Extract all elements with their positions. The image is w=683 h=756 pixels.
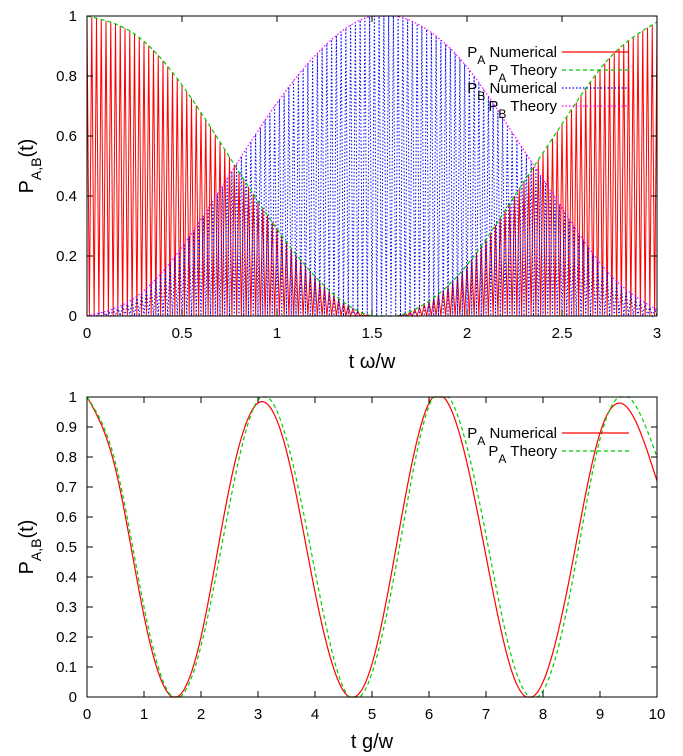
p-a-theory-line [86, 15, 658, 317]
top-tick-group: 0 0.5 1 1.5 2 2.5 3 0 0.2 0.4 0.6 0.8 1 [56, 8, 661, 342]
y-tick-label: 0.6 [56, 509, 77, 526]
legend-p-b-theory-label: PB Theory [488, 98, 557, 121]
y-tick-label: 0 [69, 689, 77, 706]
p-a-theory-line [86, 396, 658, 698]
y-tick-label: 0.9 [56, 419, 77, 436]
p-b-numerical-line [86, 15, 658, 318]
x-tick-label: 0 [83, 706, 91, 723]
p-a-numerical-line [86, 396, 658, 698]
y-tick-label: 0.4 [56, 188, 77, 205]
x-tick-label: 2 [463, 325, 471, 342]
top-chart: 0 0.5 1 1.5 2 2.5 3 0 0.2 0.4 0.6 0.8 1 PA Numerical… [16, 8, 661, 373]
x-tick-label: 1.5 [362, 325, 383, 342]
x-tick-label: 2.5 [552, 325, 573, 342]
x-tick-label: 8 [539, 706, 547, 723]
top-plot-curves [86, 15, 658, 318]
bottom-x-axis-label: t g/w [351, 731, 394, 753]
y-tick-label: 1 [69, 8, 77, 25]
y-tick-label: 0.7 [56, 479, 77, 496]
x-tick-label: 4 [311, 706, 319, 723]
x-tick-label: 10 [649, 706, 666, 723]
bottom-chart: 0 1 2 3 4 5 6 7 8 9 10 0 0.1 0.2 0.3 0.4 0.5 0.6 0.7 0.8 0.9… [16, 389, 665, 753]
y-tick-label: 0.4 [56, 569, 77, 586]
x-tick-label: 1 [273, 325, 281, 342]
x-tick-label: 5 [368, 706, 376, 723]
top-x-axis-label: t ω/w [349, 351, 396, 373]
x-tick-label: 7 [482, 706, 490, 723]
y-tick-label: 1 [69, 389, 77, 406]
x-tick-label: 6 [425, 706, 433, 723]
x-tick-label: 1 [140, 706, 148, 723]
y-tick-label: 0.5 [56, 539, 77, 556]
x-tick-label: 3 [653, 325, 661, 342]
top-y-axis-label: PA,B(t) [16, 139, 44, 194]
y-tick-label: 0.2 [56, 248, 77, 265]
y-tick-label: 0 [69, 308, 77, 325]
bottom-tick-group: 0 1 2 3 4 5 6 7 8 9 10 0 0.1 0.2 0.3 0.4 0.5 0.6 0.7 0.8 0.9… [56, 389, 665, 723]
x-tick-label: 0.5 [172, 325, 193, 342]
bottom-plot-curves [86, 396, 658, 698]
y-tick-label: 0.1 [56, 659, 77, 676]
y-tick-label: 0.8 [56, 449, 77, 466]
x-tick-label: 0 [83, 325, 91, 342]
y-tick-label: 0.6 [56, 128, 77, 145]
y-tick-label: 0.3 [56, 599, 77, 616]
bottom-y-axis-label: PA,B(t) [16, 520, 44, 575]
y-tick-label: 0.8 [56, 68, 77, 85]
x-tick-label: 2 [197, 706, 205, 723]
bottom-plot-frame [86, 396, 658, 698]
x-tick-label: 9 [596, 706, 604, 723]
y-tick-label: 0.2 [56, 629, 77, 646]
legend-p-a-theory-label: PA Theory [488, 443, 557, 466]
x-tick-label: 3 [254, 706, 262, 723]
